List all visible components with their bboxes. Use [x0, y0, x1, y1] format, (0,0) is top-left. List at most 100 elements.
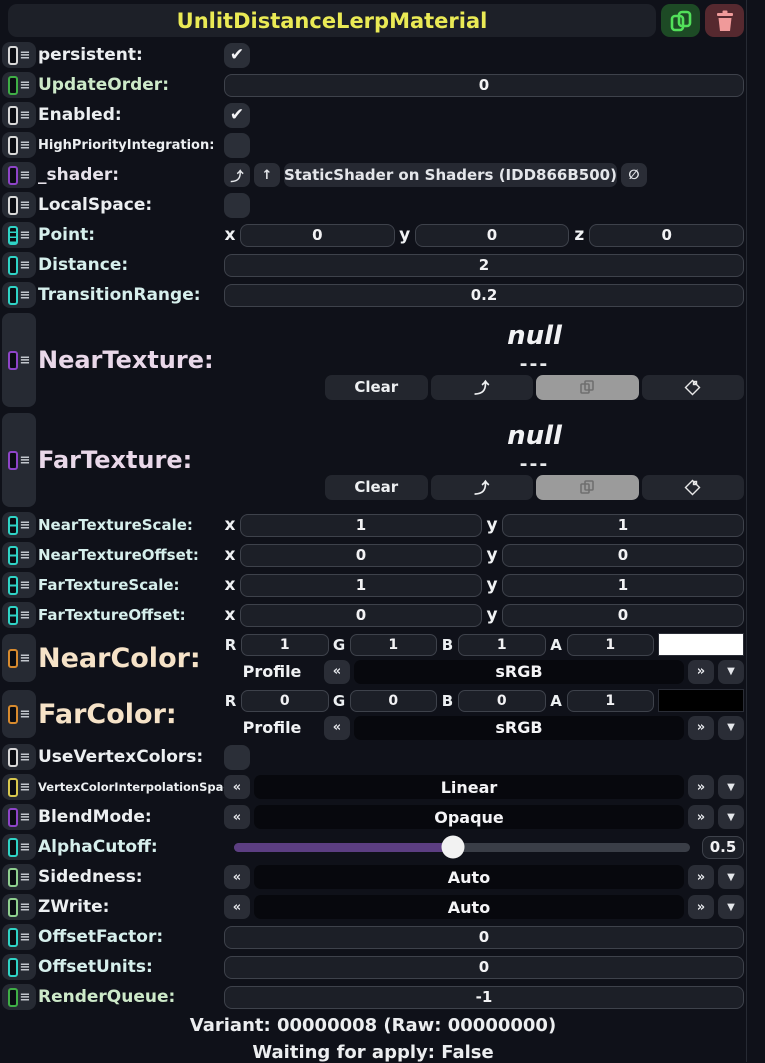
member-handle[interactable]: ≡: [2, 42, 36, 68]
render-queue-input[interactable]: -1: [224, 985, 744, 1009]
far-texture-scale-x-input[interactable]: 1: [240, 573, 482, 597]
use-vertex-colors-checkbox[interactable]: [224, 744, 250, 770]
zwrite-dropdown-button[interactable]: ▼: [718, 895, 744, 919]
far-color-profile-prev-button[interactable]: «: [324, 715, 350, 740]
member-handle[interactable]: ≡: [2, 413, 36, 507]
member-handle[interactable]: ≡: [2, 864, 36, 890]
member-handle[interactable]: ≡: [2, 512, 36, 538]
sidedness-dropdown-button[interactable]: ▼: [718, 865, 744, 889]
far-color-a-input[interactable]: 1: [566, 689, 654, 712]
near-color-g-input[interactable]: 1: [349, 633, 437, 656]
high-priority-integration-checkbox[interactable]: [224, 132, 250, 158]
near-texture-offset-x-input[interactable]: 0: [240, 543, 482, 567]
sidedness-prev-button[interactable]: «: [224, 865, 250, 889]
destroy-button[interactable]: [705, 4, 744, 37]
far-texture-tag-button[interactable]: [641, 474, 744, 500]
vertex-color-interpolation-space-value[interactable]: Linear: [254, 775, 684, 799]
far-color-profile-dropdown-button[interactable]: ▼: [718, 715, 744, 740]
near-color-profile-prev-button[interactable]: «: [324, 659, 350, 684]
far-color-profile-next-button[interactable]: »: [688, 715, 714, 740]
far-texture-grab-button[interactable]: ⤴: [430, 474, 533, 500]
near-texture-scale-x-input[interactable]: 1: [240, 513, 482, 537]
far-texture-copy-button[interactable]: [536, 474, 639, 500]
member-handle[interactable]: ≡: [2, 744, 36, 770]
point-z-input[interactable]: 0: [589, 223, 745, 247]
local-space-checkbox[interactable]: [224, 192, 250, 218]
member-handle[interactable]: ≡: [2, 690, 36, 738]
sidedness-next-button[interactable]: »: [688, 865, 714, 889]
blend-mode-prev-button[interactable]: «: [224, 805, 250, 829]
point-y-input[interactable]: 0: [414, 223, 570, 247]
blend-mode-dropdown-button[interactable]: ▼: [718, 805, 744, 829]
member-handle[interactable]: ≡: [2, 313, 36, 407]
far-color-r-input[interactable]: 0: [241, 689, 329, 712]
near-color-a-input[interactable]: 1: [566, 633, 654, 656]
material-title-field[interactable]: UnlitDistanceLerpMaterial: [8, 4, 656, 37]
near-texture-clear-button[interactable]: Clear: [325, 374, 428, 400]
point-x-input[interactable]: 0: [240, 223, 395, 247]
update-order-input[interactable]: 0: [224, 73, 744, 97]
slider-thumb[interactable]: [441, 835, 465, 859]
member-handle[interactable]: ≡: [2, 774, 36, 800]
member-handle[interactable]: ≡: [2, 132, 36, 158]
shader-set-null-button[interactable]: ∅: [620, 163, 647, 187]
offset-units-input[interactable]: 0: [224, 955, 744, 979]
near-texture-grab-button[interactable]: ⤴: [430, 374, 533, 400]
member-handle[interactable]: ≡: [2, 222, 36, 248]
persistent-checkbox[interactable]: ✔: [224, 42, 250, 68]
zwrite-prev-button[interactable]: «: [224, 895, 250, 919]
far-texture-clear-button[interactable]: Clear: [325, 474, 428, 500]
sidedness-value[interactable]: Auto: [254, 865, 684, 889]
near-texture-offset-y-input[interactable]: 0: [502, 543, 744, 567]
shader-reference-field[interactable]: StaticShader on Shaders (IDD866B500): [284, 163, 617, 187]
type-badge-icon: [7, 45, 18, 65]
member-handle[interactable]: ≡: [2, 834, 36, 860]
near-color-profile-dropdown-button[interactable]: ▼: [718, 659, 744, 684]
member-handle[interactable]: ≡: [2, 102, 36, 128]
member-handle[interactable]: ≡: [2, 602, 36, 628]
vertex-color-interpolation-space-prev-button[interactable]: «: [224, 775, 250, 799]
member-handle[interactable]: ≡: [2, 72, 36, 98]
near-color-profile-value[interactable]: sRGB: [354, 659, 684, 684]
duplicate-button[interactable]: [661, 4, 700, 37]
member-handle[interactable]: ≡: [2, 282, 36, 308]
transition-range-input[interactable]: 0.2: [224, 283, 744, 307]
offset-factor-input[interactable]: 0: [224, 925, 744, 949]
near-texture-tag-button[interactable]: [641, 374, 744, 400]
axis-x-label: x: [224, 605, 236, 625]
alpha-cutoff-input[interactable]: 0.5: [702, 835, 744, 859]
zwrite-next-button[interactable]: »: [688, 895, 714, 919]
member-handle[interactable]: ≡: [2, 252, 36, 278]
near-color-profile-next-button[interactable]: »: [688, 659, 714, 684]
far-texture-scale-y-input[interactable]: 1: [502, 573, 744, 597]
distance-input[interactable]: 2: [224, 253, 744, 277]
member-handle[interactable]: ≡: [2, 984, 36, 1010]
near-texture-scale-y-input[interactable]: 1: [502, 513, 744, 537]
member-handle[interactable]: ≡: [2, 894, 36, 920]
far-color-profile-value[interactable]: sRGB: [354, 715, 684, 740]
shader-parent-button[interactable]: ↑: [254, 163, 280, 187]
blend-mode-next-button[interactable]: »: [688, 805, 714, 829]
far-color-b-input[interactable]: 0: [458, 689, 546, 712]
far-color-g-input[interactable]: 0: [349, 689, 437, 712]
member-handle[interactable]: ≡: [2, 192, 36, 218]
alpha-cutoff-slider[interactable]: [234, 835, 690, 859]
near-color-r-input[interactable]: 1: [241, 633, 329, 656]
blend-mode-value[interactable]: Opaque: [254, 805, 684, 829]
member-handle[interactable]: ≡: [2, 954, 36, 980]
member-handle[interactable]: ≡: [2, 804, 36, 830]
member-handle[interactable]: ≡: [2, 542, 36, 568]
member-handle[interactable]: ≡: [2, 572, 36, 598]
near-texture-copy-button[interactable]: [536, 374, 639, 400]
member-handle[interactable]: ≡: [2, 162, 36, 188]
vertex-color-interpolation-space-next-button[interactable]: »: [688, 775, 714, 799]
vertex-color-interpolation-space-dropdown-button[interactable]: ▼: [718, 775, 744, 799]
enabled-checkbox[interactable]: ✔: [224, 102, 250, 128]
near-color-b-input[interactable]: 1: [458, 633, 546, 656]
shader-grab-reference-button[interactable]: ⤴: [224, 163, 250, 187]
far-texture-offset-x-input[interactable]: 0: [240, 603, 482, 627]
zwrite-value[interactable]: Auto: [254, 895, 684, 919]
member-handle[interactable]: ≡: [2, 634, 36, 682]
member-handle[interactable]: ≡: [2, 924, 36, 950]
far-texture-offset-y-input[interactable]: 0: [502, 603, 744, 627]
